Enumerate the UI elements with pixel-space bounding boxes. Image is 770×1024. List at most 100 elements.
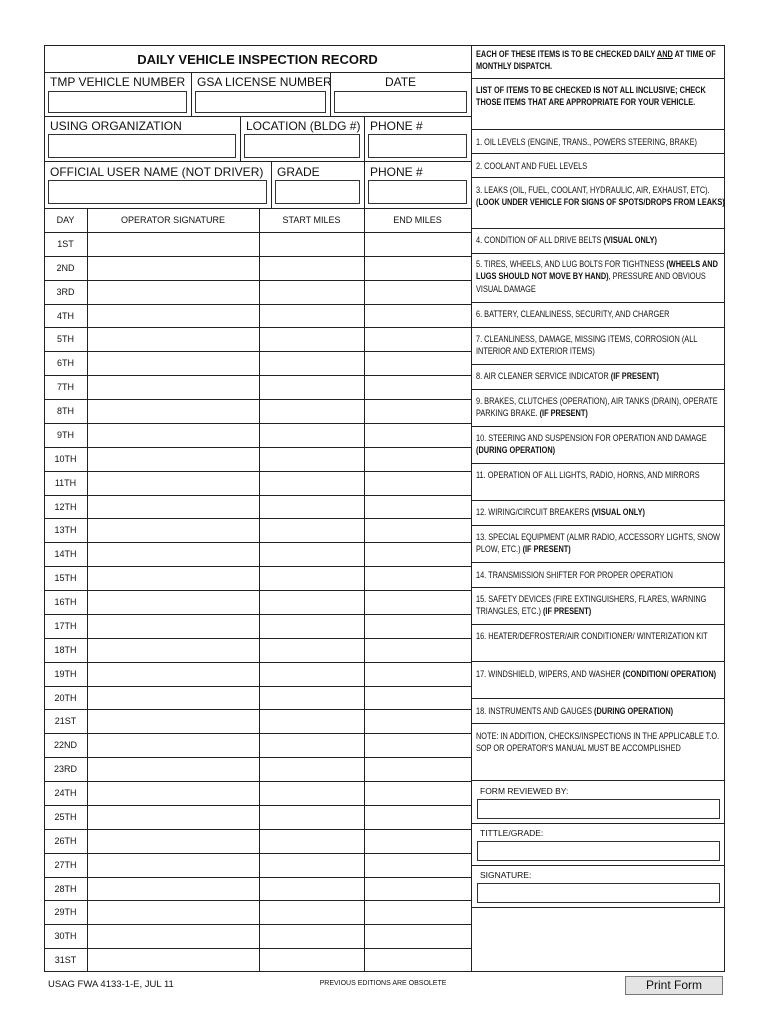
rule xyxy=(44,471,471,472)
input-box xyxy=(334,91,467,113)
rule xyxy=(471,253,725,254)
day-label: 15TH xyxy=(54,573,77,583)
field-label: DATE xyxy=(384,75,417,89)
column-header: START MILES xyxy=(282,215,341,225)
rule xyxy=(240,116,241,161)
day-label: 2ND xyxy=(56,263,75,273)
rule xyxy=(364,116,365,161)
rule xyxy=(471,389,725,390)
rule xyxy=(44,116,471,117)
day-label: 1ST xyxy=(57,239,74,249)
form-title: DAILY VEHICLE INSPECTION RECORD xyxy=(137,52,378,67)
instruction: 4. CONDITION OF ALL DRIVE BELTS (VISUAL … xyxy=(476,234,726,246)
field-label: GRADE xyxy=(277,165,320,179)
rule xyxy=(44,590,471,591)
day-label: 24TH xyxy=(54,788,77,798)
day-label: 11TH xyxy=(54,478,77,488)
field-label: GSA LICENSE NUMBER xyxy=(197,75,332,89)
rule xyxy=(471,129,725,130)
day-label: 5TH xyxy=(56,334,74,344)
day-label: 31ST xyxy=(54,955,77,965)
instruction-text: 13. SPECIAL EQUIPMENT (ALMR RADIO, ACCES… xyxy=(476,532,720,555)
rule xyxy=(471,587,725,588)
rule xyxy=(191,72,192,116)
rule xyxy=(44,161,471,162)
rule xyxy=(44,72,471,73)
rule xyxy=(471,525,725,526)
instruction-text: (VISUAL ONLY) xyxy=(603,235,657,245)
rule xyxy=(44,256,471,257)
rule xyxy=(44,280,471,281)
rule xyxy=(471,661,725,662)
rule xyxy=(330,72,331,116)
rule xyxy=(44,686,471,687)
field-label: LOCATION (BLDG #) xyxy=(246,119,361,133)
signoff-box xyxy=(477,841,720,861)
rule xyxy=(44,399,471,400)
rule xyxy=(44,327,471,328)
print-button[interactable]: Print Form xyxy=(625,976,723,995)
instruction-text: 8. AIR CLEANER SERVICE INDICATOR xyxy=(476,371,611,381)
signoff-box xyxy=(477,883,720,903)
rule xyxy=(44,232,471,233)
instruction-text: , PRESSURE AND OBVIOUS VISUAL DAMAGE xyxy=(476,271,706,294)
rule xyxy=(471,153,725,154)
day-label: 23RD xyxy=(53,764,77,774)
instruction-text: (VISUAL ONLY) xyxy=(591,507,645,517)
instruction: NOTE: IN ADDITION, CHECKS/INSPECTIONS IN… xyxy=(476,730,726,755)
input-box xyxy=(368,180,467,204)
day-label: 26TH xyxy=(54,836,77,846)
column-header: OPERATOR SIGNATURE xyxy=(120,215,225,225)
rule xyxy=(364,161,365,208)
rule xyxy=(471,907,725,908)
instruction: 9. BRAKES, CLUTCHES (OPERATION), AIR TAN… xyxy=(476,395,726,420)
input-box xyxy=(195,91,326,113)
instruction: 14. TRANSMISSION SHIFTER FOR PROPER OPER… xyxy=(476,569,726,581)
day-label: 7TH xyxy=(56,382,74,392)
day-label: 9TH xyxy=(56,430,74,440)
instruction: 1. OIL LEVELS (ENGINE, TRANS., POWERS ST… xyxy=(476,136,726,148)
day-label: 12TH xyxy=(54,502,77,512)
rule xyxy=(44,829,471,830)
input-box xyxy=(48,134,236,158)
instruction-text: 12. WIRING/CIRCUIT BREAKERS xyxy=(476,507,592,517)
instruction: 15. SAFETY DEVICES (FIRE EXTINGUISHERS, … xyxy=(476,593,726,618)
instruction-text: (IF PRESENT) xyxy=(522,544,571,555)
rule xyxy=(44,877,471,878)
rule xyxy=(44,566,471,567)
rule xyxy=(44,709,471,710)
day-label: 16TH xyxy=(54,597,77,607)
day-label: 3RD xyxy=(56,287,75,297)
instruction-text: 18. INSTRUMENTS AND GAUGES xyxy=(476,706,595,716)
instruction-text: 5. TIRES, WHEELS, AND LUG BOLTS FOR TIGH… xyxy=(476,259,667,269)
day-label: 30TH xyxy=(54,931,77,941)
rule xyxy=(44,423,471,424)
rule xyxy=(471,228,725,229)
instruction-text: (IF PRESENT) xyxy=(539,408,588,419)
instruction-text: (DURING OPERATION) xyxy=(476,445,556,456)
day-label: 10TH xyxy=(54,454,77,464)
instruction-text: 11. OPERATION OF ALL LIGHTS, RADIO, HORN… xyxy=(476,470,700,480)
instruction-text: (CONDITION/ OPERATION) xyxy=(622,669,717,679)
rule xyxy=(44,853,471,854)
rule xyxy=(471,865,725,866)
day-label: 6TH xyxy=(56,358,74,368)
instruction: 11. OPERATION OF ALL LIGHTS, RADIO, HORN… xyxy=(476,469,726,481)
input-box xyxy=(244,134,360,158)
instruction: 8. AIR CLEANER SERVICE INDICATOR (IF PRE… xyxy=(476,370,726,382)
instruction: 17. WINDSHIELD, WIPERS, AND WASHER (COND… xyxy=(476,668,726,680)
rule xyxy=(44,375,471,376)
rule xyxy=(471,327,725,328)
instruction-text: 15. SAFETY DEVICES (FIRE EXTINGUISHERS, … xyxy=(476,594,707,617)
input-box xyxy=(48,180,267,204)
instruction-text: AND xyxy=(656,49,673,59)
instruction-text: (WHEELS AND LUGS SHOULD NOT MOVE BY HAND… xyxy=(476,259,718,282)
day-label: 27TH xyxy=(54,860,77,870)
field-label: OFFICIAL USER NAME (NOT DRIVER) xyxy=(50,165,264,179)
day-label: 22ND xyxy=(53,740,77,750)
instruction-text: LIST OF ITEMS TO BE CHECKED IS NOT ALL I… xyxy=(476,85,706,108)
signoff-box xyxy=(477,799,720,819)
field-label: USING ORGANIZATION xyxy=(50,119,182,133)
instruction-text: EACH OF THESE ITEMS IS TO BE CHECKED DAI… xyxy=(476,49,657,59)
